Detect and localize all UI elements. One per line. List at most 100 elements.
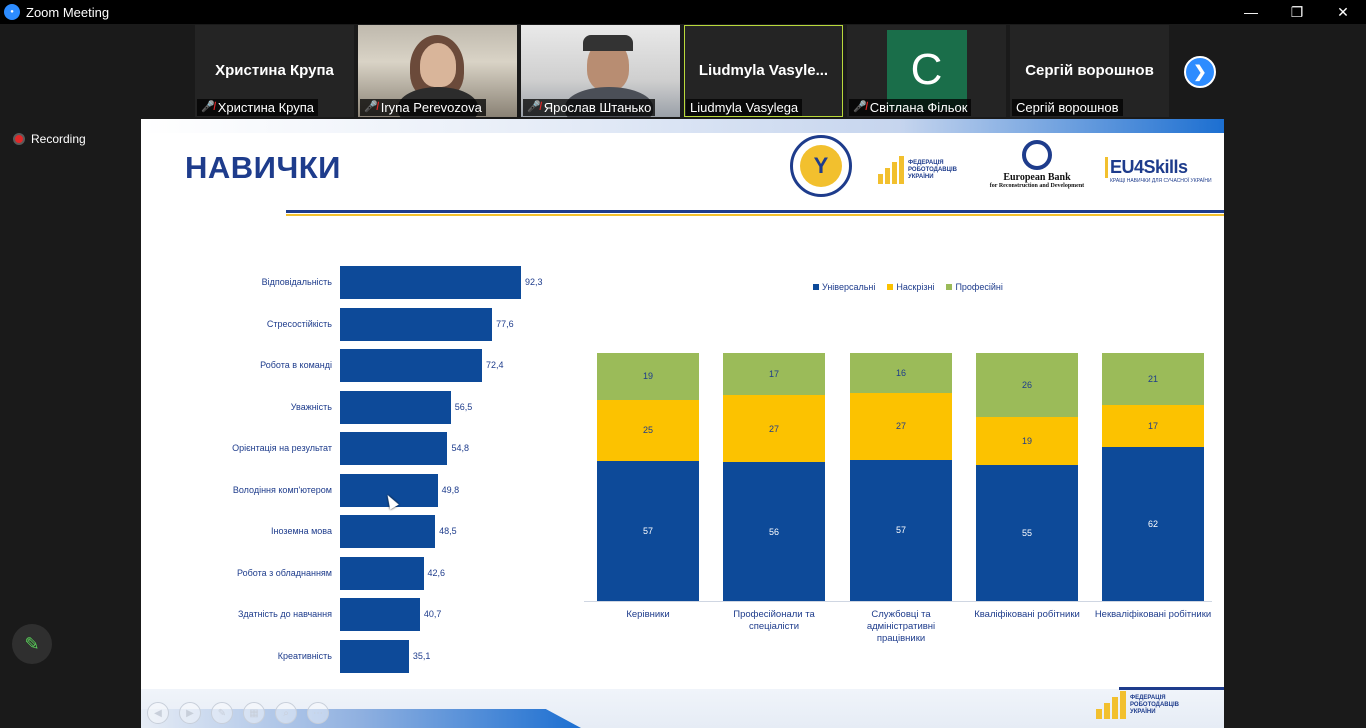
participant-name: Сергій ворошнов <box>1016 100 1119 115</box>
category-label: Керівники <box>626 609 670 620</box>
mic-muted-icon: 🎤̸ <box>527 101 541 113</box>
participant-name-tag: 🎤̸ Христина Крупа <box>197 99 319 116</box>
participant-name: Христина Крупа <box>217 100 315 115</box>
participant-tile[interactable]: 🎤̸ Iryna Perevozova <box>358 25 517 117</box>
bar-category-label: Здатність до навчання <box>237 609 332 619</box>
stacked-segment: 19 <box>976 417 1078 465</box>
stacked-segment: 56 <box>723 462 825 601</box>
bar-value-label: 72,4 <box>485 360 504 370</box>
category-label: Некваліфіковані робітники <box>1094 609 1212 620</box>
window-titlebar: ● Zoom Meeting — ❐ ✕ <box>0 0 1366 24</box>
employment-service-logo: Y <box>790 135 852 197</box>
bar <box>340 473 438 507</box>
participant-name: Ярослав Штанько <box>543 100 652 115</box>
bar <box>340 349 482 382</box>
bar-value-label: 77,6 <box>496 318 514 329</box>
bar-category-label: Уважність <box>290 401 332 412</box>
participant-name: Liudmyla Vasylega <box>690 100 799 115</box>
stacked-segment: 21 <box>1102 353 1204 406</box>
stacked-segment: 17 <box>1102 405 1204 448</box>
bar <box>340 266 521 299</box>
participant-avatar: C <box>886 30 967 110</box>
bar-category-label: Робота з обладнанням <box>237 567 332 578</box>
participant-tile[interactable]: Христина Крупа 🎤̸ Христина Крупа <box>195 25 354 117</box>
bar-category-label: Стресостійкість <box>266 318 332 329</box>
participant-tile-active[interactable]: Liudmyla Vasyle... Liudmyla Vasylega <box>684 25 843 117</box>
bar-value-label: 49,8 <box>441 484 460 495</box>
bar <box>340 390 451 424</box>
bar <box>340 598 420 631</box>
participant-name-tag: Liudmyla Vasylega <box>686 99 803 116</box>
chart-legend: Універсальні Наскрізні Професійні <box>813 282 1003 292</box>
bar-category-label: Володіння комп'ютером <box>232 484 332 495</box>
participant-display-name: Liudmyla Vasyle... <box>698 62 829 79</box>
bar-value-label: 54,8 <box>451 443 469 453</box>
pen-icon[interactable]: ✎ <box>211 702 233 724</box>
category-label: Кваліфіковані робітники <box>974 609 1080 620</box>
legend-item: Професійні <box>946 282 1003 292</box>
bar-category-label: Креативність <box>277 650 332 661</box>
legend-item: Універсальні <box>813 282 875 292</box>
chart-x-axis <box>584 601 1212 602</box>
header-rule <box>286 210 1224 213</box>
bar-value-label: 56,5 <box>454 401 473 412</box>
ebrd-logo: European Bank for Reconstruction and Dev… <box>987 140 1087 189</box>
participant-display-name: Христина Крупа <box>215 62 334 79</box>
more-icon[interactable]: ⋯ <box>307 702 329 724</box>
participant-name-tag: 🎤̸ Ярослав Штанько <box>523 99 656 116</box>
next-page-chevron-icon[interactable]: ❯ <box>1184 56 1216 88</box>
zoom-icon[interactable]: ⌕ <box>275 702 297 724</box>
minimize-button[interactable]: — <box>1244 4 1258 20</box>
stacked-segment: 16 <box>850 353 952 393</box>
participant-tile[interactable]: C 🎤̸ Світлана Фільок <box>847 25 1006 117</box>
participant-name-tag: 🎤̸ Iryna Perevozova <box>360 99 486 116</box>
participant-strip: Христина Крупа 🎤̸ Христина Крупа 🎤̸ Iryn… <box>195 25 1169 117</box>
bar <box>340 307 493 341</box>
close-button[interactable]: ✕ <box>1337 3 1349 20</box>
bar-category-label: Іноземна мова <box>271 526 332 536</box>
participant-name-tag: 🎤̸ Світлана Фільок <box>849 99 972 116</box>
participant-name-tag: Сергій ворошнов <box>1012 99 1123 116</box>
annotate-pencil-icon[interactable]: ✎ <box>12 624 52 664</box>
slides-grid-icon[interactable]: ▦ <box>243 702 265 724</box>
header-rule-accent <box>286 214 1224 216</box>
stacked-segment: 57 <box>597 461 699 601</box>
eu4skills-logo: EU4Skills КРАЩІ НАВИЧКИ ДЛЯ СУЧАСНОЇ УКР… <box>1105 157 1212 184</box>
bar-value-label: 35,1 <box>412 650 431 661</box>
bar-value-label: 92,3 <box>525 277 543 287</box>
stacked-segment: 26 <box>976 353 1078 418</box>
slide-header-stripe <box>141 119 1224 133</box>
bar <box>340 639 409 673</box>
participant-tile[interactable]: Сергій ворошнов Сергій ворошнов <box>1010 25 1169 117</box>
bar-value-label: 48,5 <box>439 526 457 536</box>
restore-button[interactable]: ❐ <box>1290 3 1304 20</box>
stacked-segment: 19 <box>597 353 699 400</box>
participant-name: Iryna Perevozova <box>380 100 482 115</box>
slide-controls: ◀ ▶ ✎ ▦ ⌕ ⋯ <box>147 702 329 724</box>
mic-muted-icon: 🎤̸ <box>853 101 867 113</box>
zoom-icon: ● <box>4 4 20 20</box>
stacked-segment: 55 <box>976 464 1078 601</box>
bar-category-label: Орієнтація на результат <box>232 443 332 453</box>
employers-federation-logo: ФЕДЕРАЦІЯ РОБОТОДАВЦІВ УКРАЇНИ <box>878 156 957 184</box>
bar <box>340 432 448 465</box>
recording-indicator[interactable]: Recording <box>13 132 86 146</box>
category-label: Професійонали та спеціалісти <box>733 609 815 632</box>
stacked-segment: 27 <box>723 395 825 463</box>
slide-title: НАВИЧКИ <box>185 150 341 185</box>
bar <box>340 556 424 590</box>
previous-slide-icon[interactable]: ◀ <box>147 702 169 724</box>
participant-display-name: Сергій ворошнов <box>1025 62 1154 79</box>
shared-slide: НАВИЧКИ Y ФЕДЕРАЦІЯ РОБОТОДАВЦІВ УКРАЇНИ… <box>141 119 1224 728</box>
stacked-segment: 27 <box>850 392 952 460</box>
participant-name: Світлана Фільок <box>869 100 968 115</box>
stacked-segment: 25 <box>597 399 699 462</box>
stacked-segment: 57 <box>850 459 952 601</box>
window-title: Zoom Meeting <box>26 4 110 20</box>
bar-value-label: 40,7 <box>423 609 442 619</box>
bar-category-label: Робота в команді <box>260 360 332 370</box>
next-slide-icon[interactable]: ▶ <box>179 702 201 724</box>
mic-muted-icon: 🎤̸ <box>201 101 215 113</box>
participant-tile[interactable]: 🎤̸ Ярослав Штанько <box>521 25 680 117</box>
legend-item: Наскрізні <box>887 282 934 292</box>
